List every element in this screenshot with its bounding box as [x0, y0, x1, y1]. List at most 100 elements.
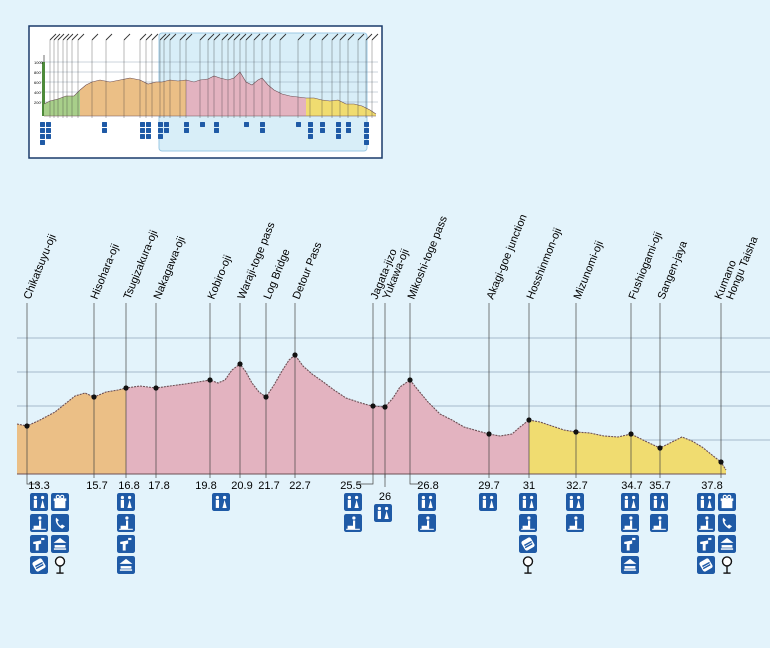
overview-label-mark — [331, 33, 339, 41]
km-connector — [358, 478, 374, 485]
overview-facility-icon — [40, 134, 45, 139]
overview-facility-icon — [320, 122, 325, 127]
icon-group-hosshinmon-oji — [519, 493, 537, 574]
overview-label-mark — [123, 33, 131, 41]
overview-label-mark — [179, 33, 187, 41]
overview-label-mark — [213, 33, 221, 41]
overview-label-mark — [357, 33, 365, 41]
overview-label-mark — [227, 33, 235, 41]
overview-label-mark — [321, 33, 329, 41]
toilet-icon — [697, 493, 715, 511]
overview-facility-icon — [260, 122, 265, 127]
label-kobiro-oji: Kobiro-oji — [206, 254, 235, 302]
km-label: 13.3 — [28, 480, 49, 492]
label-mikoshi-toge-pass: Mikoshi-toge pass — [406, 214, 451, 301]
distance-labels: 13.3 15.7 16.8 17.8 19.8 20.9 21.7 22.7 … — [28, 480, 722, 503]
point-marker-mikoshi-toge-pass — [407, 377, 413, 383]
overview-facility-icon — [164, 122, 169, 127]
label-akagi-goe-junction: Akagi-goe junction — [485, 213, 530, 301]
km-label: 34.7 — [621, 480, 642, 492]
overview-label-mark — [49, 33, 57, 41]
overview-label-mark — [371, 33, 379, 41]
km-connector — [26, 478, 39, 485]
point-marker-log-bridge — [263, 394, 269, 400]
overview-y-ticks: 1000 800 600 400 200 — [34, 60, 44, 105]
overview-facility-icon — [184, 122, 189, 127]
icon-group-akagi-goe-junction — [479, 493, 497, 511]
lodging-icon — [117, 556, 135, 574]
overview-facility-icon — [346, 128, 351, 133]
toilet-icon — [30, 493, 48, 511]
rest-icon — [566, 514, 584, 532]
overview-label-mark — [91, 33, 99, 41]
overview-facility-icon — [364, 122, 369, 127]
point-marker-hisohara-oji — [91, 394, 97, 400]
overview-facility-icon — [158, 122, 163, 127]
overview-facility-icon — [214, 128, 219, 133]
point-marker-detour-pass — [292, 352, 298, 358]
point-labels: Chikatsuyu-oji Hisohara-oji Tsugizakura-… — [22, 213, 761, 302]
facility-icons — [30, 493, 736, 574]
overview-facility-icon — [40, 128, 45, 133]
icon-group-kumano-hongu-taisha — [697, 493, 736, 574]
overview-facility-icon — [164, 128, 169, 133]
overview-label-mark — [269, 33, 277, 41]
overview-facility-icon — [146, 122, 151, 127]
toilet-icon — [117, 493, 135, 511]
overview-facility-icon — [308, 128, 313, 133]
overview-icons — [40, 122, 369, 145]
km-label: 26.8 — [417, 480, 438, 492]
point-marker-sangen-jaya — [657, 445, 663, 451]
km-connector — [409, 478, 420, 485]
overview-facility-icon — [146, 134, 151, 139]
point-marker-chikatsuyu-oji — [24, 423, 30, 429]
icon-group-mizunomi-oji — [566, 493, 584, 532]
water-icon — [30, 535, 48, 553]
lodging-icon — [51, 535, 69, 553]
icon-group-yukawa-oji — [374, 504, 392, 522]
bus-icon — [54, 556, 66, 574]
overview-facility-icon — [320, 128, 325, 133]
km-label: 20.9 — [231, 480, 252, 492]
point-marker-kumano-hongu-taisha — [718, 459, 724, 465]
rest-icon — [344, 514, 362, 532]
icon-group-kobiro-oji — [212, 493, 230, 511]
point-marker-hosshinmon-oji — [526, 417, 532, 423]
overview-facility-icon — [214, 122, 219, 127]
phone-icon — [718, 514, 736, 532]
label-hosshinmon-oji: Hosshinmon-oji — [525, 226, 565, 301]
toilet-icon — [650, 493, 668, 511]
souvenir-icon — [51, 493, 69, 511]
point-marker-nakagawa-oji — [153, 385, 159, 391]
km-label: 19.8 — [195, 480, 216, 492]
overview-label-mark — [77, 33, 85, 41]
point-marker-kobiro-oji — [207, 377, 213, 383]
rest-icon — [117, 514, 135, 532]
overview-segment-4 — [306, 98, 376, 116]
parking-icon — [519, 535, 537, 553]
icon-group-mikoshi-toge-pass — [418, 493, 436, 532]
icon-group-sangen-jaya — [650, 493, 668, 532]
overview-lines — [44, 33, 379, 118]
overview-facility-icon — [158, 128, 163, 133]
point-marker-yukawa-oji — [382, 404, 388, 410]
point-marker-mizunomi-oji — [573, 429, 579, 435]
icon-group-chikatsuyu-oji — [30, 493, 69, 574]
bus-icon — [522, 556, 534, 574]
overview-facility-icon — [40, 140, 45, 145]
overview-facility-icon — [158, 134, 163, 139]
km-label: 22.7 — [289, 480, 310, 492]
overview-segment-2 — [80, 78, 186, 116]
label-chikatsuyu-oji: Chikatsuyu-oji — [22, 233, 59, 302]
overview-y-tick: 600 — [34, 80, 41, 85]
overview-label-mark — [347, 33, 355, 41]
icon-group-tsugizakura-oji — [117, 493, 135, 574]
profile-outline — [16, 354, 727, 471]
rest-icon — [519, 514, 537, 532]
icon-group-fushiogami-oji — [621, 493, 639, 574]
km-label: 31 — [523, 480, 535, 492]
km-label: 25.5 — [340, 480, 361, 492]
toilet-icon — [418, 493, 436, 511]
